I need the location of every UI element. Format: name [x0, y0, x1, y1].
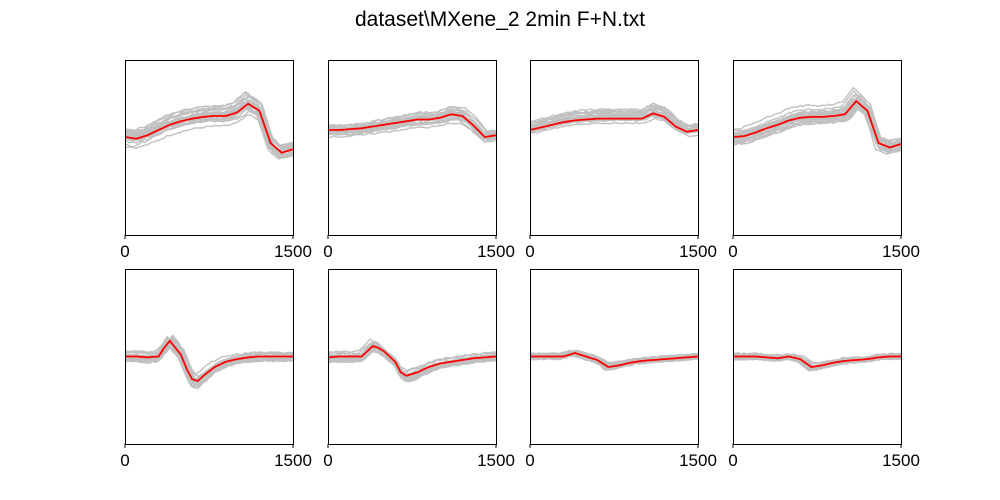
x-tick-label: 1500: [882, 451, 920, 470]
trace-line: [328, 341, 496, 373]
trace-group: [530, 349, 698, 371]
mean-line: [530, 112, 698, 133]
figure-title: dataset\MXene_2 2min F+N.txt: [354, 8, 646, 31]
x-tick-label: 0: [525, 242, 534, 261]
trace-line: [125, 103, 293, 147]
subplot-r1c4: 0 1500: [728, 60, 920, 261]
x-tick-label: 1500: [882, 242, 920, 261]
trace-line: [125, 342, 293, 390]
x-tick-label: 0: [120, 242, 129, 261]
subplot-r1c3: 0 1500: [525, 60, 717, 261]
subplot-r2c2: 0 1500: [323, 269, 515, 470]
trace-group: [328, 106, 496, 143]
trace-group: [125, 334, 293, 390]
mean-line: [328, 113, 496, 138]
subplot-r1c1: 0 1500: [120, 60, 312, 261]
x-tick-label: 0: [323, 242, 332, 261]
mean-line: [328, 344, 496, 377]
trace-line: [328, 122, 496, 143]
x-tick-label: 0: [120, 451, 129, 470]
x-tick-label: 1500: [679, 451, 717, 470]
subplot-r2c3: 0 1500: [525, 269, 717, 470]
axes-frame: [733, 269, 902, 445]
x-tick-label: 0: [728, 242, 737, 261]
axes-frame: [733, 60, 902, 236]
x-tick-label: 1500: [679, 242, 717, 261]
x-tick-label: 0: [323, 451, 332, 470]
trace-line: [328, 112, 496, 135]
trace-line: [328, 117, 496, 141]
mean-line: [733, 99, 901, 149]
x-tick-label: 1500: [274, 242, 312, 261]
trace-line: [530, 106, 698, 128]
trace-group: [125, 90, 293, 160]
mean-line: [125, 339, 293, 383]
axes-frame: [530, 269, 699, 445]
trace-line: [530, 114, 698, 134]
trace-group: [733, 86, 901, 155]
axes-frame: [328, 269, 497, 445]
trace-group: [530, 102, 698, 138]
trace-line: [125, 346, 293, 382]
trace-line: [125, 107, 293, 158]
subplot-r1c2: 0 1500: [323, 60, 515, 261]
x-tick-label: 1500: [477, 242, 515, 261]
trace-line: [530, 107, 698, 130]
subplot-r2c4: 0 1500: [728, 269, 920, 470]
trace-line: [530, 354, 698, 371]
trace-line: [530, 350, 698, 365]
mean-line: [733, 355, 901, 368]
axes-frame: [530, 60, 699, 236]
mean-line: [530, 352, 698, 368]
mean-line: [125, 102, 293, 154]
trace-line: [328, 350, 496, 381]
trace-group: [328, 338, 496, 383]
x-tick-label: 0: [728, 451, 737, 470]
x-tick-label: 0: [525, 451, 534, 470]
subplot-r2c1: 0 1500: [120, 269, 312, 470]
axes-frame: [125, 60, 294, 236]
axes-frame: [125, 269, 294, 445]
x-tick-label: 1500: [274, 451, 312, 470]
trace-line: [328, 106, 496, 135]
axes-frame: [328, 60, 497, 236]
trace-group: [733, 352, 901, 372]
x-tick-label: 1500: [477, 451, 515, 470]
trace-line: [125, 341, 293, 390]
